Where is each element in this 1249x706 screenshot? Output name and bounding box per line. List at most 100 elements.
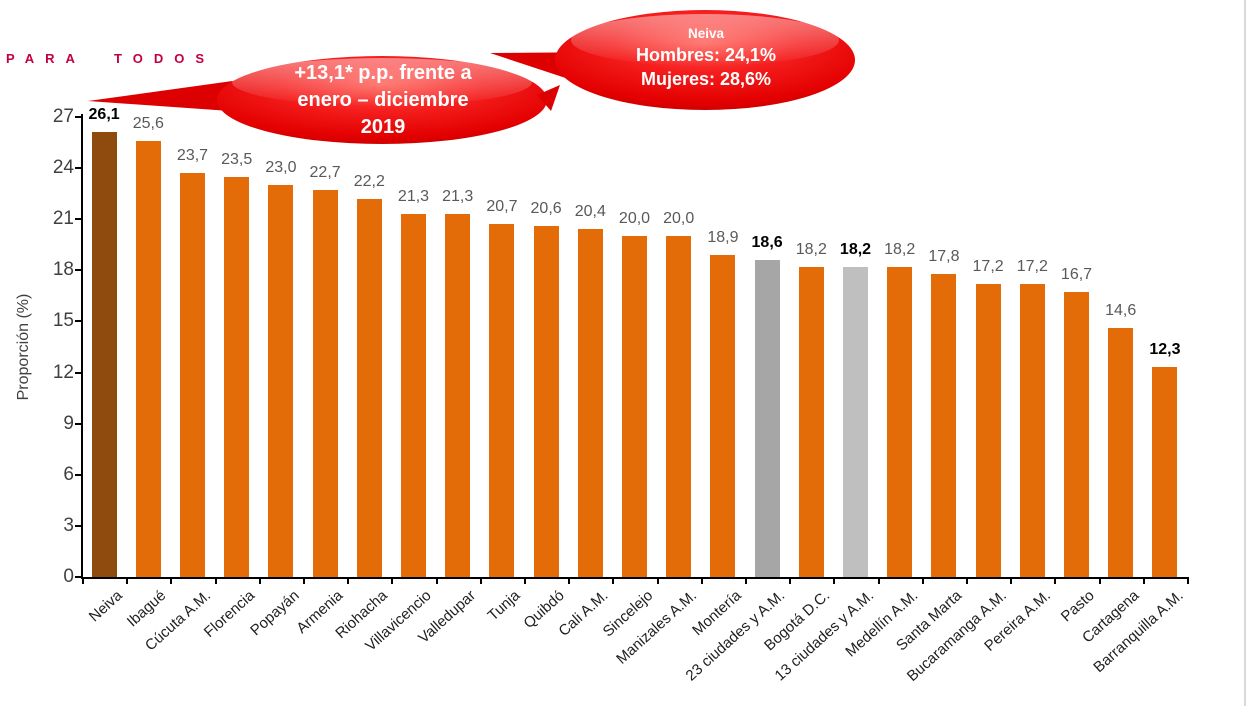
y-axis-tick-label: 6	[63, 463, 74, 485]
x-axis-label: Neiva	[85, 587, 126, 626]
x-axis-tick	[745, 577, 747, 584]
bar-Cali A.M.	[577, 229, 603, 577]
y-axis-tick-label: 18	[52, 259, 74, 281]
x-axis-tick	[1187, 577, 1189, 584]
x-axis-line	[81, 577, 1188, 579]
bar-value-label: 17,8	[928, 247, 960, 265]
bar-value-label: 23,7	[176, 147, 209, 165]
bar-Cúcuta A.M.	[180, 173, 205, 577]
bar-value-label: 17,2	[1016, 257, 1048, 275]
callout-change-line1: +13,1* p.p. frente a	[294, 62, 472, 84]
y-axis-tick	[75, 269, 82, 272]
bar-value-label: 12,3	[1149, 341, 1181, 359]
x-axis-tick	[656, 577, 659, 584]
bar-Manizales A.M.	[666, 236, 692, 577]
bar-value-label: 18,2	[795, 240, 827, 258]
x-axis-tick	[214, 577, 217, 584]
callout-neiva-tail-curl	[537, 85, 560, 111]
bar-value-label: 26,1	[88, 106, 120, 124]
y-axis-tick	[75, 576, 82, 578]
bar-23 ciudades y A.M.	[754, 260, 780, 577]
bar-Quibdó	[533, 226, 559, 577]
y-axis-title: Proporción (%)	[15, 293, 32, 401]
x-axis-tick	[170, 577, 173, 584]
x-axis-tick	[1142, 577, 1145, 584]
x-axis-tick	[921, 577, 924, 584]
bar-value-label: 18,6	[751, 234, 783, 252]
bar-Neiva	[91, 132, 117, 577]
callout-change-text: +13,1* p.p. frente a enero – diciembre 2…	[227, 60, 539, 141]
bar-value-label: 20,0	[618, 210, 651, 228]
bar-Ibagué	[135, 140, 161, 577]
y-axis-tick-label: 15	[52, 310, 74, 332]
y-axis-tick	[75, 320, 82, 323]
bar-value-label: 18,2	[839, 240, 872, 258]
y-axis-tick-label: 0	[63, 566, 74, 587]
bar-Armenia	[312, 190, 338, 577]
bar-value-label: 20,7	[486, 198, 518, 216]
bar-value-label: 22,2	[353, 172, 385, 190]
bar-Bogotá D.C.	[798, 266, 824, 577]
callout-change-shine	[232, 58, 532, 106]
callout-neiva-shine	[571, 14, 839, 66]
y-axis-tick-label: 3	[63, 514, 74, 536]
y-axis-tick-label: 27	[52, 106, 74, 127]
x-axis-tick	[435, 577, 438, 584]
callout-neiva-hombres: Hombres: 24,1%	[635, 45, 777, 65]
bar-Valledupar	[445, 214, 471, 577]
x-axis-label: Tunja	[484, 587, 524, 625]
bar-Pasto	[1064, 292, 1089, 577]
callout-neiva-text: Neiva Hombres: 24,1% Mujeres: 28,6%	[558, 24, 854, 91]
x-axis-tick	[833, 577, 836, 584]
bar-value-label: 17,2	[972, 257, 1004, 275]
x-axis-tick	[524, 577, 526, 584]
x-axis-tick	[479, 577, 482, 584]
bar-value-label: 18,9	[707, 229, 739, 246]
x-axis-tick	[568, 577, 571, 584]
y-axis-tick	[75, 218, 82, 221]
x-axis-tick	[347, 577, 350, 584]
x-axis-tick	[258, 577, 261, 584]
callout-change-tail	[88, 78, 258, 113]
callout-change-line2: enero – diciembre	[297, 89, 469, 111]
bar-value-label: 18,2	[884, 240, 916, 258]
x-axis-tick	[303, 577, 305, 584]
y-axis-line	[81, 114, 83, 578]
x-axis-tick	[1010, 577, 1013, 584]
brand-tagline: PARA TODOS	[6, 51, 215, 66]
bar-Barranquilla A.M.	[1152, 367, 1178, 577]
bar-value-label: 16,7	[1060, 266, 1093, 284]
bar-value-label: 21,3	[442, 188, 474, 206]
bar-value-label: 23,0	[265, 159, 297, 177]
x-axis-label: Popayán	[246, 587, 303, 640]
callout-neiva-title: Neiva	[687, 26, 725, 41]
callout-change-line3: 2019	[360, 116, 406, 138]
bar-Sincelejo	[622, 236, 647, 577]
x-axis-label: Pasto	[1057, 587, 1098, 626]
bar-Cartagena	[1108, 328, 1134, 577]
y-axis-tick	[75, 422, 82, 425]
y-axis-tick-label: 21	[52, 208, 74, 230]
y-axis-tick	[75, 371, 82, 374]
y-axis-tick	[75, 473, 82, 476]
y-axis-tick	[75, 524, 82, 527]
x-axis-tick	[966, 577, 968, 584]
bar-Villavicencio	[401, 214, 426, 577]
bar-value-label: 20,6	[530, 200, 562, 218]
bar-value-label: 25,6	[132, 114, 164, 132]
x-axis-tick	[1054, 577, 1057, 584]
x-axis-tick	[877, 577, 880, 584]
bar-Tunja	[489, 224, 515, 577]
x-axis-tick	[1098, 577, 1101, 584]
y-axis-tick	[75, 167, 82, 170]
bar-value-label: 21,3	[397, 188, 430, 206]
x-axis-tick	[612, 577, 615, 584]
callout-bubbles-graphic	[88, 10, 855, 144]
x-axis-tick	[82, 577, 84, 584]
bar-Medellín A.M.	[887, 266, 913, 577]
callout-neiva-mujeres: Mujeres: 28,6%	[640, 69, 772, 89]
y-axis-tick-label: 12	[52, 361, 74, 383]
bar-value-label: 20,0	[663, 210, 695, 228]
